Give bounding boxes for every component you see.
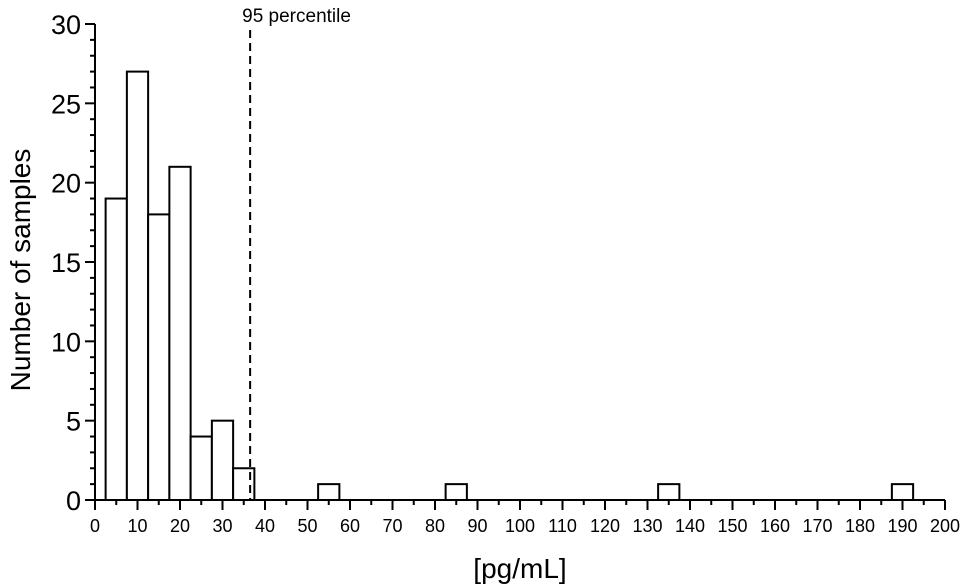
x-tick-label: 0 <box>90 516 100 536</box>
y-tick-label: 5 <box>66 407 81 437</box>
bars-group <box>104 70 915 502</box>
x-tick-label: 180 <box>845 516 875 536</box>
x-tick-label: 20 <box>170 516 190 536</box>
x-tick-label: 30 <box>212 516 232 536</box>
y-ticks-group: 0 5 10 15 20 25 30 <box>51 10 95 516</box>
bar-8 <box>444 483 468 501</box>
y-axis-title: Number of samples <box>5 149 36 392</box>
x-ticks-group: 0 10 20 30 40 50 60 70 80 90 100 110 120 130 140 150 160… <box>90 500 960 536</box>
y-tick-label: 15 <box>51 248 81 278</box>
percentile-annotation: 95 percentile <box>242 6 351 27</box>
bar-5 <box>210 419 235 501</box>
bar-6 <box>232 467 256 501</box>
bar-1 <box>125 70 150 501</box>
bar-0 <box>104 197 128 502</box>
x-tick-label: 120 <box>590 516 620 536</box>
x-tick-label: 40 <box>255 516 275 536</box>
x-tick-label: 190 <box>887 516 917 536</box>
bar-10 <box>890 483 915 501</box>
x-tick-label: 130 <box>632 516 662 536</box>
bar-4 <box>189 435 213 501</box>
bar-7 <box>317 483 341 501</box>
x-tick-label: 50 <box>297 516 317 536</box>
x-tick-label: 70 <box>382 516 402 536</box>
y-tick-label: 20 <box>51 169 81 199</box>
bar-9 <box>657 483 681 501</box>
x-tick-label: 140 <box>675 516 705 536</box>
y-tick-label: 0 <box>66 486 81 516</box>
x-tick-label: 110 <box>548 516 577 536</box>
x-tick-label: 200 <box>930 516 960 536</box>
x-tick-label: 150 <box>717 516 747 536</box>
y-tick-label: 25 <box>51 89 81 119</box>
y-tick-label: 10 <box>51 327 81 357</box>
x-tick-label: 170 <box>802 516 832 536</box>
x-tick-label: 100 <box>505 516 535 536</box>
x-tick-label: 160 <box>760 516 790 536</box>
bar-3 <box>168 165 192 502</box>
x-tick-label: 80 <box>425 516 445 536</box>
x-axis-title: [pg/mL] <box>473 553 566 584</box>
x-tick-label: 90 <box>467 516 487 536</box>
x-tick-label: 10 <box>127 516 147 536</box>
bar-2 <box>147 213 171 501</box>
x-tick-label: 60 <box>340 516 360 536</box>
y-tick-label: 30 <box>51 10 81 40</box>
